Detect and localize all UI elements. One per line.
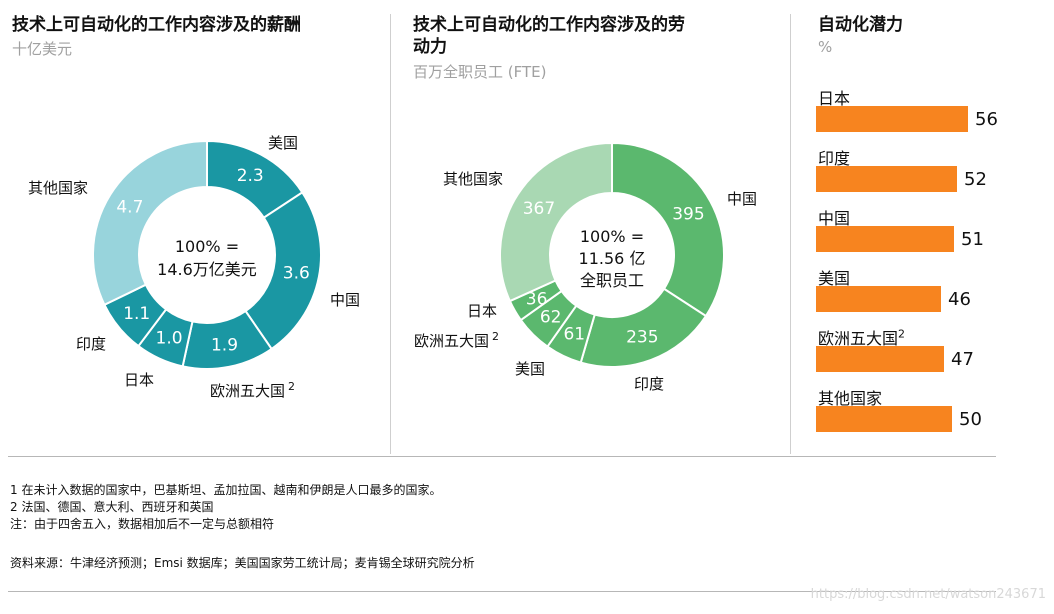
chart-subtitle: 十亿美元 [12, 40, 73, 58]
chart-title: 技术上可自动化的工作内容涉及的薪酬 [12, 15, 301, 35]
center-total-label: 14.6万亿美元 [157, 260, 257, 279]
chart-subtitle: 百万全职员工 (FTE) [413, 63, 547, 81]
bar-category-label: 欧洲五大国2 [818, 327, 906, 348]
slice-category-label: 美国 [268, 134, 298, 152]
chart-title: 自动化潜力 [818, 15, 903, 35]
donut-slice-5 [92, 139, 208, 307]
watermark: https://blog.csdn.net/watson243671 [810, 587, 1046, 602]
slice-value-label: 1.9 [211, 335, 238, 355]
bar [816, 406, 952, 432]
slice-category-label: 日本 [124, 371, 154, 389]
center-total-label: 全职员工 [580, 271, 644, 290]
slice-category-label: 印度 [634, 375, 664, 393]
donut-slice-5 [499, 141, 613, 303]
slice-value-label: 395 [672, 204, 704, 224]
bar [816, 286, 941, 312]
center-total-label: 11.56 亿 [579, 249, 646, 268]
slice-value-label: 2.3 [237, 166, 264, 186]
slice-value-label: 36 [526, 289, 548, 309]
slice-value-label: 61 [563, 324, 585, 344]
bar-category-label: 日本 [818, 89, 851, 108]
footnote-2: 2 法国、德国、意大利、西班牙和英国 [10, 500, 214, 514]
slice-category-label: 中国 [330, 291, 360, 309]
bar-category-label: 中国 [818, 209, 851, 228]
divider [390, 14, 391, 454]
chart-title-line1: 技术上可自动化的工作内容涉及的劳 [413, 15, 685, 35]
slice-value-label: 62 [540, 308, 562, 328]
bar [816, 106, 968, 132]
chart-title-line2: 动力 [413, 37, 447, 57]
slice-value-label: 367 [523, 199, 555, 219]
slice-category-label: 其他国家 [28, 179, 88, 197]
slice-category-label: 印度 [76, 335, 106, 353]
slice-category-label: 日本 [467, 302, 497, 320]
source-note: 资料来源：牛津经济预测；Emsi 数据库；美国国家劳工统计局；麦肯锡全球研究院分… [10, 556, 475, 570]
slice-value-label: 235 [626, 328, 658, 348]
slice-category-label: 欧洲五大国 2 [210, 380, 295, 400]
slice-value-label: 3.6 [283, 264, 310, 284]
slice-value-label: 4.7 [116, 198, 143, 218]
slice-value-label: 1.0 [156, 329, 183, 349]
donut-chart-wages: 2.3美国 3.6 中国 1.9 欧洲五大国 2 1.0 日本 1.1 印度 4.7 其他国家 100%… [28, 134, 360, 400]
bar [816, 346, 944, 372]
bar-value-label: 46 [948, 289, 971, 310]
divider [8, 591, 996, 592]
footnote-1: 1 在未计入数据的国家中，巴基斯坦、孟加拉国、越南和伊朗是人口最多的国家。 [10, 483, 442, 497]
footnote-note: 注：由于四舍五入，数据相加后不一定与总额相符 [10, 517, 275, 531]
divider [8, 456, 996, 457]
bar-value-label: 51 [961, 229, 984, 250]
bar-category-label: 印度 [818, 149, 851, 168]
center-total-label: 100% = [175, 237, 239, 256]
bar-value-label: 50 [959, 409, 982, 430]
bar-value-label: 56 [975, 109, 998, 130]
bar [816, 226, 954, 252]
donut-chart-labor: 395 中国 235 印度 61 美国 62 欧洲五大国 2 36 日本 367 其他国家 100% = 1… [414, 141, 757, 393]
slice-category-label: 其他国家 [443, 170, 503, 188]
chart-subtitle: % [818, 38, 833, 56]
bar-value-label: 47 [951, 349, 974, 370]
bar-category-label: 美国 [818, 269, 851, 288]
divider [790, 14, 791, 454]
slice-value-label: 1.1 [123, 304, 150, 324]
donut-slice-0 [611, 141, 725, 318]
bar [816, 166, 957, 192]
bar-category-label: 其他国家 [818, 389, 883, 408]
slice-category-label: 欧洲五大国 2 [414, 330, 499, 350]
slice-category-label: 中国 [727, 190, 757, 208]
bar-value-label: 52 [964, 169, 987, 190]
slice-category-label: 美国 [515, 360, 545, 378]
center-total-label: 100% = [580, 227, 644, 246]
